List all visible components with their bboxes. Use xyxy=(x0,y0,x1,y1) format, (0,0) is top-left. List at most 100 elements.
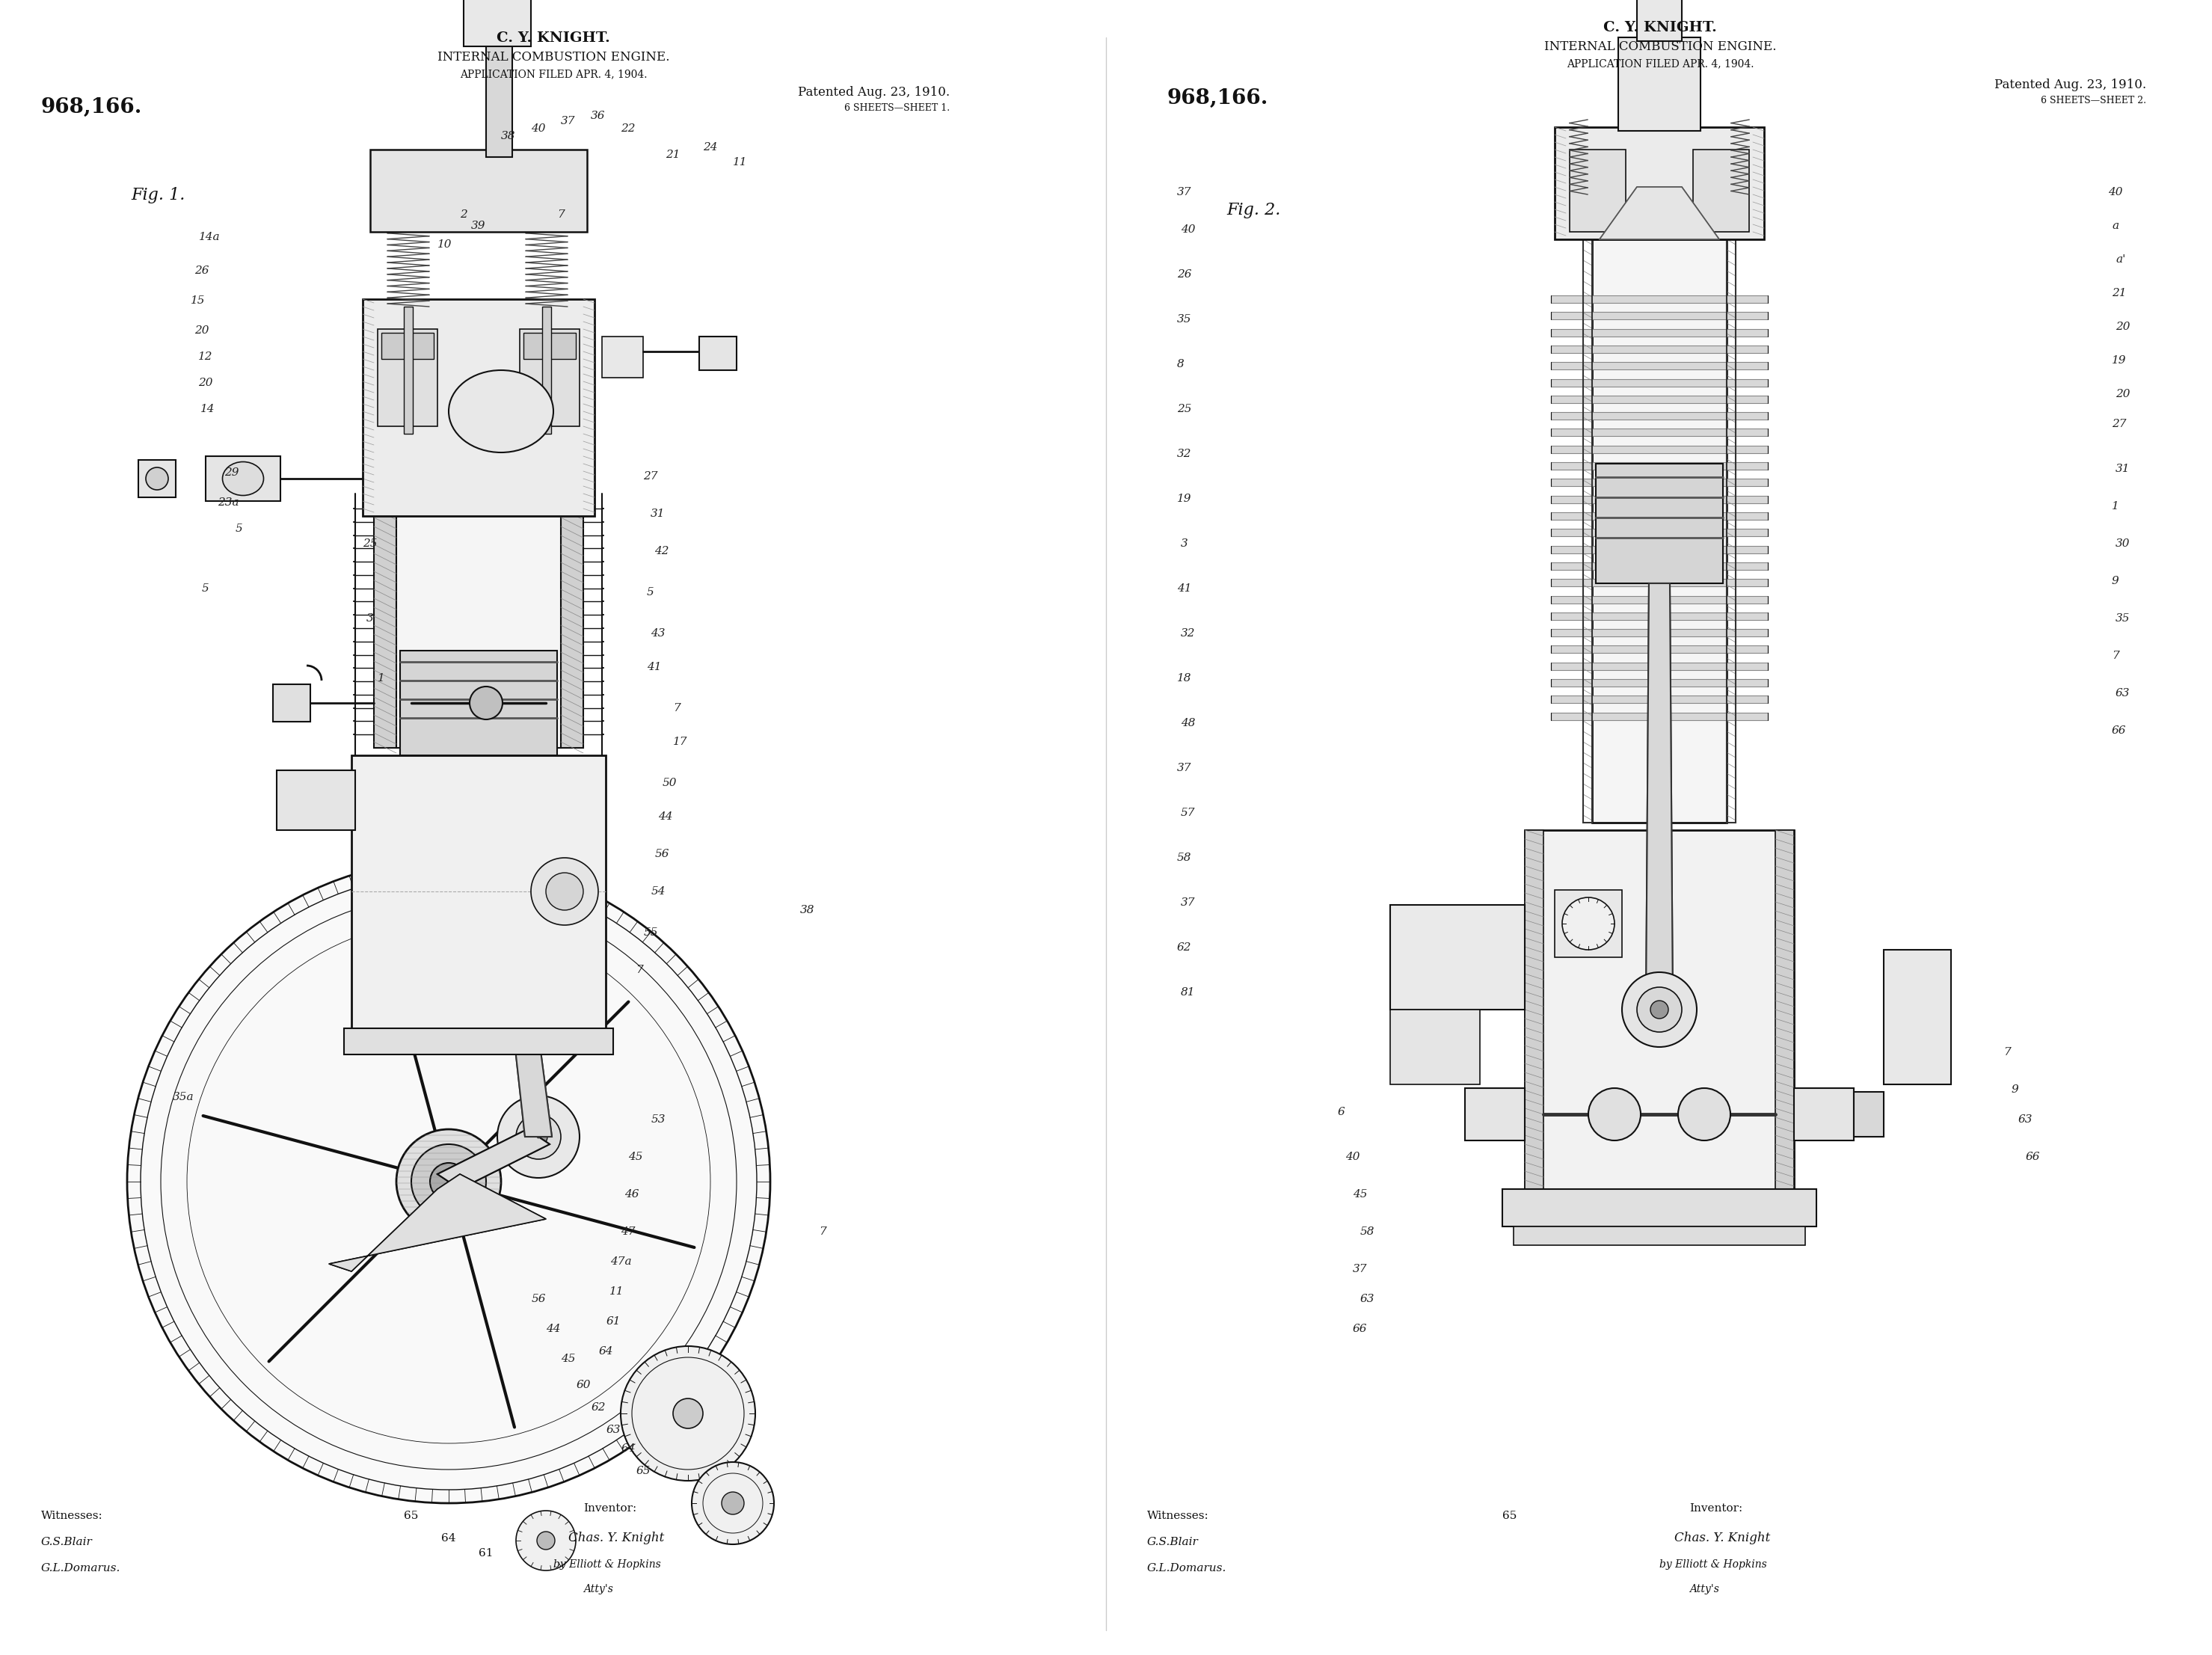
Text: 66: 66 xyxy=(1354,1324,1367,1334)
Text: Witnesses:: Witnesses: xyxy=(42,1511,104,1521)
Circle shape xyxy=(1650,1001,1668,1018)
Bar xyxy=(1776,831,1794,1188)
Text: 56: 56 xyxy=(531,1294,546,1304)
Text: 31: 31 xyxy=(2115,463,2130,473)
Bar xyxy=(699,336,737,371)
Text: 65: 65 xyxy=(635,1466,650,1476)
Bar xyxy=(1595,463,1723,583)
Text: 41: 41 xyxy=(648,662,661,672)
Text: 38: 38 xyxy=(801,905,814,915)
Text: 36: 36 xyxy=(591,111,606,121)
Text: Atty's: Atty's xyxy=(1690,1584,1719,1594)
Text: C. Y. KNIGHT.: C. Y. KNIGHT. xyxy=(1604,22,1717,35)
Bar xyxy=(1728,240,1736,823)
Bar xyxy=(1551,462,1767,470)
Bar xyxy=(1571,149,1626,232)
Bar xyxy=(1551,679,1767,687)
Text: 37: 37 xyxy=(1181,897,1194,909)
Text: 63: 63 xyxy=(2017,1114,2033,1125)
Bar xyxy=(1389,905,1524,1010)
Bar xyxy=(1524,831,1794,1188)
Text: 22: 22 xyxy=(622,124,635,134)
Bar xyxy=(374,508,396,748)
Bar xyxy=(1524,831,1544,1188)
Circle shape xyxy=(498,1096,580,1178)
Text: 7: 7 xyxy=(557,210,564,220)
Text: 6 SHEETS—SHEET 2.: 6 SHEETS—SHEET 2. xyxy=(2042,96,2146,106)
Text: 19: 19 xyxy=(1177,493,1192,505)
Text: 20: 20 xyxy=(199,377,212,389)
Text: 58: 58 xyxy=(1177,852,1192,862)
Text: Chas. Y. Knight: Chas. Y. Knight xyxy=(1674,1531,1770,1544)
Ellipse shape xyxy=(146,467,168,490)
Text: 20: 20 xyxy=(2115,321,2130,333)
Circle shape xyxy=(515,1511,575,1571)
Text: 968,166.: 968,166. xyxy=(1166,88,1267,109)
Text: 46: 46 xyxy=(624,1188,639,1200)
Bar xyxy=(1551,530,1767,536)
Bar xyxy=(369,149,586,232)
Bar xyxy=(1551,712,1767,720)
Bar xyxy=(1551,695,1767,703)
Text: 26: 26 xyxy=(195,265,210,276)
Text: 50: 50 xyxy=(661,778,677,788)
Bar xyxy=(1551,412,1767,420)
Bar xyxy=(1551,612,1767,621)
Circle shape xyxy=(429,1163,467,1200)
Text: 43: 43 xyxy=(650,629,666,639)
Text: 37: 37 xyxy=(1177,187,1192,197)
Circle shape xyxy=(411,1144,487,1220)
Text: 41: 41 xyxy=(1177,583,1192,594)
Text: 17: 17 xyxy=(672,736,688,746)
Bar xyxy=(400,650,557,755)
Text: C. Y. KNIGHT.: C. Y. KNIGHT. xyxy=(495,31,611,45)
Text: 25: 25 xyxy=(1177,404,1192,414)
Text: a: a xyxy=(2112,220,2119,232)
Text: 20: 20 xyxy=(2115,389,2130,399)
Bar xyxy=(1593,240,1728,823)
Text: 40: 40 xyxy=(531,124,546,134)
Text: 6 SHEETS—SHEET 1.: 6 SHEETS—SHEET 1. xyxy=(845,103,949,113)
Bar xyxy=(1551,596,1767,602)
Bar xyxy=(1551,362,1767,369)
Polygon shape xyxy=(330,1173,546,1271)
Text: 6: 6 xyxy=(1338,1107,1345,1117)
Bar xyxy=(1885,950,1951,1084)
Text: Patented Aug. 23, 1910.: Patented Aug. 23, 1910. xyxy=(1995,78,2146,91)
Circle shape xyxy=(1562,897,1615,950)
Bar xyxy=(378,329,438,427)
Text: 3: 3 xyxy=(1181,538,1188,549)
Text: 5: 5 xyxy=(646,588,655,597)
Text: 2: 2 xyxy=(460,210,467,220)
Text: 14: 14 xyxy=(201,404,215,414)
Bar xyxy=(1551,445,1767,453)
Text: 9: 9 xyxy=(2011,1084,2017,1096)
Text: 47a: 47a xyxy=(611,1256,630,1266)
Bar xyxy=(1551,379,1767,386)
Text: 30: 30 xyxy=(2115,538,2130,549)
Bar xyxy=(1692,149,1750,232)
Circle shape xyxy=(469,687,502,720)
Circle shape xyxy=(1621,971,1697,1048)
Text: by Elliott & Hopkins: by Elliott & Hopkins xyxy=(1659,1559,1767,1569)
Text: 64: 64 xyxy=(440,1533,456,1544)
Text: 64: 64 xyxy=(622,1443,635,1453)
Text: Patented Aug. 23, 1910.: Patented Aug. 23, 1910. xyxy=(799,86,949,99)
Text: 61: 61 xyxy=(478,1547,493,1559)
Text: 44: 44 xyxy=(659,811,672,823)
Text: 32: 32 xyxy=(1177,449,1192,458)
Ellipse shape xyxy=(223,462,263,495)
Bar xyxy=(487,45,513,157)
Text: a': a' xyxy=(2115,255,2126,265)
Circle shape xyxy=(126,861,770,1503)
Polygon shape xyxy=(438,1129,549,1188)
Text: 32: 32 xyxy=(1181,629,1194,639)
Text: 45: 45 xyxy=(562,1354,575,1364)
Text: 62: 62 xyxy=(591,1402,606,1413)
Text: 35: 35 xyxy=(2115,614,2130,624)
Bar xyxy=(1551,563,1767,569)
Bar xyxy=(1619,38,1701,131)
Text: 18: 18 xyxy=(1177,674,1192,684)
Text: 21: 21 xyxy=(2112,288,2126,298)
Text: Fig. 2.: Fig. 2. xyxy=(1225,202,1281,218)
